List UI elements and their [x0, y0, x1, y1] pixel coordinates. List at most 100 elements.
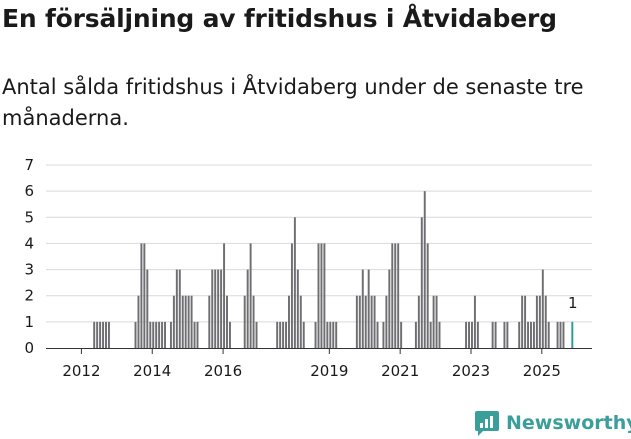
- bar: [184, 295, 187, 348]
- bar: [391, 243, 394, 348]
- bar: [288, 295, 290, 348]
- bar: [175, 269, 178, 348]
- bar: [279, 321, 282, 348]
- bar: [107, 321, 110, 348]
- bar: [158, 321, 161, 348]
- bar: [414, 321, 417, 348]
- bar: [326, 321, 329, 348]
- bar: [164, 321, 166, 348]
- bar: [438, 321, 441, 348]
- bar: [243, 295, 246, 348]
- bar: [246, 269, 249, 348]
- chart-subtitle: Antal sålda fritidshus i Åtvidaberg unde…: [2, 75, 584, 130]
- bar: [249, 243, 252, 348]
- bar: [137, 295, 140, 348]
- bar: [429, 321, 432, 348]
- bar: [285, 321, 288, 348]
- bar: [134, 321, 137, 348]
- y-tick-label: 6: [24, 182, 34, 200]
- bar-chart: 0 1 2 3 4 5 6 7 2012 2014 2016 2019 2021 2023 2025 1: [24, 156, 592, 380]
- data-label: 1: [568, 294, 578, 312]
- y-tick-label: 4: [24, 234, 34, 252]
- bar: [394, 243, 397, 348]
- bar: [320, 243, 323, 348]
- chart-title: En försäljning av fritidshus i Åtvidaber…: [2, 4, 557, 33]
- y-tick-label: 0: [24, 339, 34, 357]
- bar: [361, 269, 364, 348]
- bar: [571, 321, 574, 348]
- newsworthy-logo: Newsworthy: [474, 407, 631, 439]
- bar: [276, 321, 279, 348]
- x-tick-label: 2023: [452, 362, 490, 380]
- bar: [376, 321, 379, 348]
- bar: [370, 295, 373, 348]
- bar: [220, 269, 223, 348]
- bar: [152, 321, 155, 348]
- bar: [211, 269, 214, 348]
- bar: [187, 295, 190, 348]
- bar: [367, 269, 370, 348]
- bar: [503, 321, 506, 348]
- bar: [468, 321, 470, 348]
- bar: [193, 321, 196, 348]
- bar: [208, 295, 211, 348]
- bar: [196, 321, 199, 348]
- bar: [293, 217, 296, 348]
- grid-lines: [46, 164, 592, 323]
- bar: [426, 243, 429, 348]
- bar: [255, 321, 258, 348]
- bar: [290, 243, 293, 348]
- bar: [217, 269, 220, 348]
- bar: [302, 321, 305, 348]
- y-tick-label: 2: [24, 287, 34, 305]
- bar: [556, 321, 559, 348]
- bar: [541, 269, 544, 348]
- bar: [314, 321, 317, 348]
- bar: [518, 321, 521, 348]
- bar: [96, 321, 99, 348]
- bar: [382, 321, 385, 348]
- bar: [161, 321, 164, 348]
- bar: [532, 321, 535, 348]
- bar: [530, 321, 532, 348]
- bar: [146, 269, 149, 348]
- bar: [214, 269, 217, 348]
- bar: [172, 295, 175, 348]
- x-tick-label: 2025: [523, 362, 561, 380]
- y-tick-label: 7: [24, 156, 34, 174]
- bar: [544, 295, 547, 348]
- y-tick-label: 5: [24, 208, 34, 226]
- bar: [252, 295, 255, 348]
- bar: [332, 321, 335, 348]
- bar: [296, 269, 299, 348]
- bar: [358, 295, 361, 348]
- bar: [169, 321, 172, 348]
- bar: [226, 295, 228, 348]
- bar: [223, 243, 226, 348]
- x-tick-label: 2016: [204, 362, 242, 380]
- bar: [521, 295, 524, 348]
- bar: [420, 217, 423, 348]
- bar: [562, 321, 565, 348]
- bar: [178, 269, 181, 348]
- axes: 0 1 2 3 4 5 6 7 2012 2014 2016 2019 2021 2023 2025: [24, 156, 592, 380]
- bar: [547, 321, 550, 348]
- bar: [282, 321, 285, 348]
- brand-name: Newsworthy: [506, 412, 631, 434]
- bar: [491, 321, 494, 348]
- bar: [99, 321, 102, 348]
- bar: [388, 269, 391, 348]
- bar: [355, 295, 358, 348]
- bar: [397, 243, 400, 348]
- bar: [373, 295, 376, 348]
- bar: [140, 243, 143, 348]
- bar: [385, 295, 388, 348]
- bar: [105, 321, 107, 348]
- bar: [476, 321, 479, 348]
- bar: [299, 295, 302, 348]
- bar: [364, 295, 367, 348]
- newsworthy-icon: [475, 411, 499, 436]
- x-tick-label: 2019: [310, 362, 348, 380]
- bar: [465, 321, 468, 348]
- bar: [102, 321, 105, 348]
